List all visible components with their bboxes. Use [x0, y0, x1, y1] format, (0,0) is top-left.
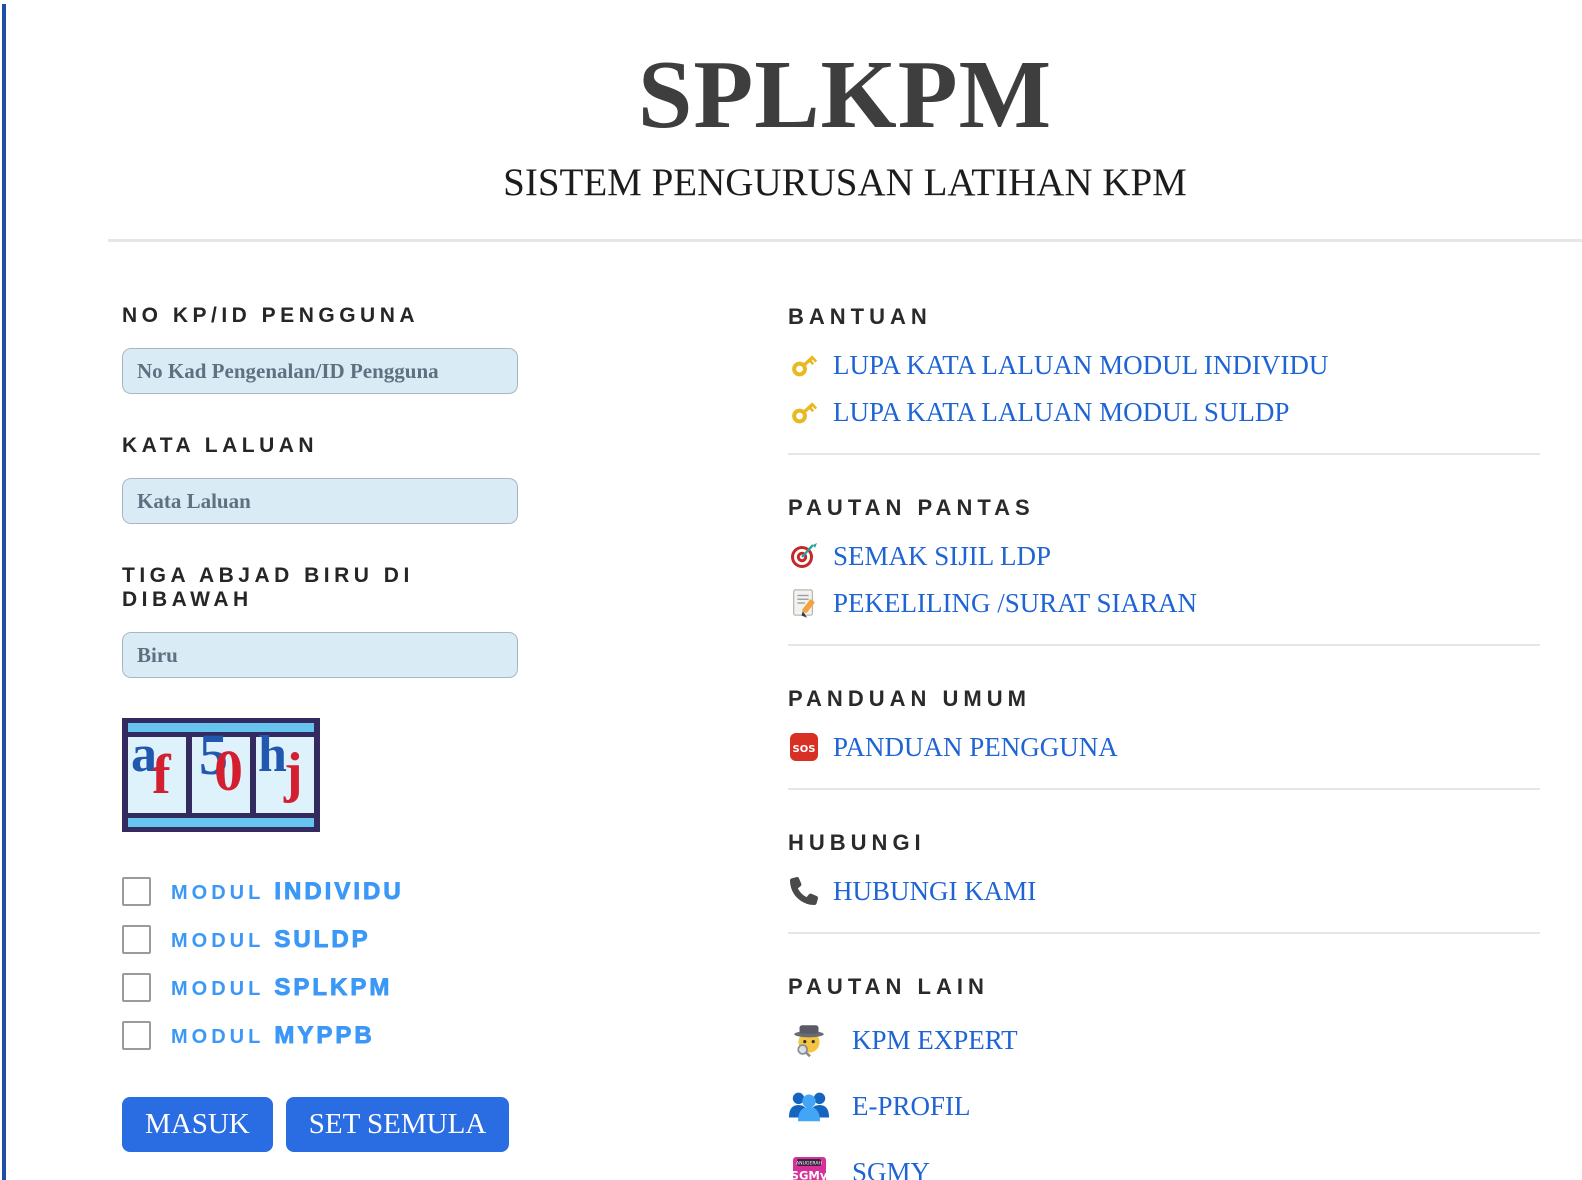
login-form: NO KP/ID PENGGUNA KATA LALUAN TIGA ABJAD… — [122, 304, 518, 1180]
section-heading-pautan-pantas: PAUTAN PANTAS — [788, 495, 1035, 520]
section-heading-hubungi: HUBUNGI — [788, 830, 926, 855]
key-icon — [788, 349, 820, 381]
set-semula-button[interactable]: SET SEMULA — [285, 1097, 510, 1152]
link-label: LUPA KATA LALUAN MODUL INDIVIDU — [833, 349, 1329, 380]
link-label: PANDUAN PENGGUNA — [833, 731, 1118, 762]
captcha-char-blue: h — [258, 726, 287, 783]
module-row-myppb: MODUL MYPPB — [122, 1020, 518, 1051]
page-left-accent-bar — [2, 4, 6, 1180]
captcha-label: TIGA ABJAD BIRU DI DIBAWAH — [122, 564, 414, 611]
form-buttons: MASUK SET SEMULA — [122, 1097, 518, 1152]
section-heading-bantuan: BANTUAN — [788, 304, 932, 329]
captcha-char-red: 0 — [214, 738, 243, 803]
modul-individu-label[interactable]: MODUL INDIVIDU — [171, 877, 404, 905]
modul-splkpm-label[interactable]: MODUL SPLKPM — [171, 973, 393, 1001]
section-divider — [788, 932, 1540, 934]
svg-text:SOS: SOS — [793, 744, 816, 755]
page-title: SPLKPM — [637, 41, 1053, 149]
link-label: PEKELILING /SURAT SIARAN — [833, 587, 1198, 618]
modul-myppb-label[interactable]: MODUL MYPPB — [171, 1021, 375, 1049]
svg-text:SGMy: SGMy — [791, 1169, 828, 1180]
key-icon — [788, 396, 820, 428]
pautan-lain-links: KPM EXPERT E-PROFIL ANUGERAH SGMy SGMY — [788, 1018, 1540, 1180]
sgmy-badge-icon: ANUGERAH SGMy — [788, 1151, 830, 1180]
modul-splkpm-checkbox[interactable] — [122, 973, 151, 1002]
captcha-stripe-top — [128, 723, 314, 732]
memo-pencil-icon — [788, 587, 820, 619]
svg-text:ANUGERAH: ANUGERAH — [796, 1161, 822, 1167]
links-sidebar: BANTUAN LUPA KATA LALUAN MODUL INDIVIDU … — [788, 304, 1540, 1180]
captcha-input[interactable] — [122, 632, 518, 678]
link-lupa-kata-laluan-suldp[interactable]: LUPA KATA LALUAN MODUL SULDP — [788, 395, 1540, 429]
username-label: NO KP/ID PENGGUNA — [122, 304, 420, 327]
password-input[interactable] — [122, 478, 518, 524]
modul-myppb-checkbox[interactable] — [122, 1021, 151, 1050]
link-panduan-pengguna[interactable]: SOS PANDUAN PENGGUNA — [788, 730, 1540, 764]
captcha-cells: a f 5 0 h j — [128, 722, 314, 813]
username-input[interactable] — [122, 348, 518, 394]
modul-suldp-checkbox[interactable] — [122, 925, 151, 954]
page-subtitle: SISTEM PENGURUSAN LATIHAN KPM — [503, 161, 1187, 204]
captcha-char-blue: 5 — [199, 722, 228, 787]
section-divider — [788, 644, 1540, 646]
link-kpm-expert[interactable]: KPM EXPERT — [788, 1018, 1540, 1062]
captcha-char-blue: a — [131, 726, 157, 783]
module-row-splkpm: MODUL SPLKPM — [122, 972, 518, 1003]
password-label: KATA LALUAN — [122, 434, 319, 457]
modul-suldp-label[interactable]: MODUL SULDP — [171, 925, 371, 953]
link-lupa-kata-laluan-individu[interactable]: LUPA KATA LALUAN MODUL INDIVIDU — [788, 348, 1540, 382]
section-divider — [788, 453, 1540, 455]
captcha-char-red: f — [152, 744, 171, 806]
phone-icon — [788, 875, 820, 907]
target-icon — [788, 540, 820, 572]
link-hubungi-kami[interactable]: HUBUNGI KAMI — [788, 874, 1540, 908]
page-header: SPLKPM SISTEM PENGURUSAN LATIHAN KPM — [108, 0, 1582, 205]
link-e-profil[interactable]: E-PROFIL — [788, 1084, 1540, 1128]
section-divider — [788, 788, 1540, 790]
link-label: SEMAK SIJIL LDP — [833, 540, 1052, 571]
link-label: KPM EXPERT — [852, 1024, 1018, 1055]
module-row-suldp: MODUL SULDP — [122, 924, 518, 955]
captcha-stripe-bottom — [128, 818, 314, 827]
people-group-icon — [788, 1085, 830, 1127]
captcha-cell: a f — [128, 726, 186, 813]
link-label: E-PROFIL — [852, 1090, 971, 1121]
captcha-cell: h j — [256, 726, 314, 813]
captcha-cell: 5 0 — [192, 722, 250, 813]
captcha-image: a f 5 0 h j — [122, 718, 320, 832]
main-content: NO KP/ID PENGGUNA KATA LALUAN TIGA ABJAD… — [108, 304, 1582, 1180]
link-pekeliling-surat-siaran[interactable]: PEKELILING /SURAT SIARAN — [788, 586, 1540, 620]
link-label: SGMY — [852, 1156, 931, 1180]
detective-icon — [788, 1019, 830, 1061]
module-row-individu: MODUL INDIVIDU — [122, 876, 518, 907]
sos-icon: SOS — [788, 731, 820, 763]
header-divider — [108, 239, 1582, 242]
link-semak-sijil-ldp[interactable]: SEMAK SIJIL LDP — [788, 539, 1540, 573]
modul-individu-checkbox[interactable] — [122, 877, 151, 906]
link-label: HUBUNGI KAMI — [833, 875, 1037, 906]
link-label: LUPA KATA LALUAN MODUL SULDP — [833, 396, 1290, 427]
section-heading-pautan-lain: PAUTAN LAIN — [788, 974, 989, 999]
captcha-char-red: j — [284, 742, 303, 804]
section-heading-panduan-umum: PANDUAN UMUM — [788, 686, 1031, 711]
link-sgmy[interactable]: ANUGERAH SGMy SGMY — [788, 1150, 1540, 1180]
masuk-button[interactable]: MASUK — [122, 1097, 273, 1152]
